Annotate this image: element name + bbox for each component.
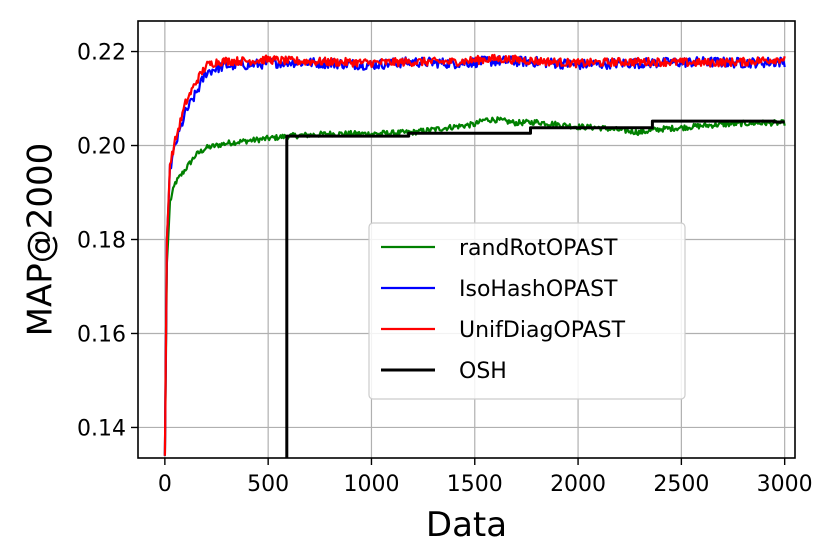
- legend-label: UnifDiagOPAST: [459, 318, 626, 343]
- legend: randRotOPAST IsoHashOPAST UnifDiagOPAST OSH: [368, 222, 686, 400]
- y-tick-label: 0.14: [77, 416, 126, 441]
- legend-label: IsoHashOPAST: [459, 277, 618, 302]
- legend-label: OSH: [459, 359, 507, 384]
- x-tick-label: 2000: [550, 472, 606, 497]
- y-tick-label: 0.18: [77, 229, 126, 254]
- legend-label: randRotOPAST: [459, 236, 618, 261]
- y-axis-title: MAP@2000: [21, 143, 61, 337]
- series-layer: [163, 53, 786, 458]
- series-line-unifdiagopast: [163, 53, 786, 456]
- x-tick-label: 1500: [447, 472, 503, 497]
- x-tick-label: 0: [158, 472, 172, 497]
- y-tick-label: 0.16: [77, 322, 126, 347]
- series-line-osh: [285, 119, 785, 458]
- x-tick-label: 2500: [653, 472, 709, 497]
- x-tick-label: 1000: [343, 472, 399, 497]
- y-tick-label: 0.22: [77, 41, 126, 66]
- x-axis-title: Data: [426, 505, 507, 545]
- x-tick-label: 500: [247, 472, 289, 497]
- x-tick-label: 3000: [757, 472, 813, 497]
- series-line-randrotopast: [163, 116, 786, 456]
- legend-box: [368, 222, 686, 400]
- y-tick-label: 0.20: [77, 135, 126, 160]
- tick-layer: 0 500 1000 1500 2000 2500 3000 0.14 0.16 0.18 0.20…: [77, 41, 813, 497]
